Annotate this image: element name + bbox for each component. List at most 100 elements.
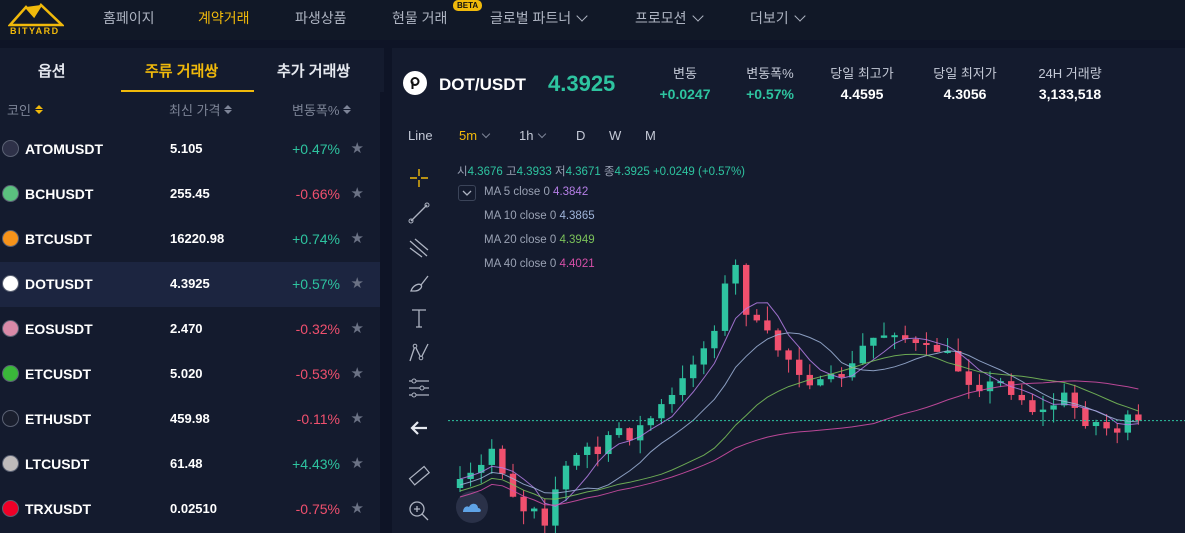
stat-low-label: 당일 최저가 [933, 66, 997, 81]
candle-body [912, 339, 919, 344]
nav-derivatives[interactable]: 파생상품 [295, 10, 347, 26]
trx-icon [2, 500, 19, 517]
brand-logo[interactable]: BITYARD [4, 0, 68, 40]
sort-icon [343, 105, 352, 114]
row-symbol: LTCUSDT [25, 456, 90, 472]
candle-body [827, 374, 835, 380]
favorite-star-icon[interactable]: ★ [350, 185, 364, 202]
ruler-icon[interactable] [404, 461, 434, 491]
candle-body [806, 374, 813, 386]
nav-contract[interactable]: 계약거래 [198, 10, 250, 26]
stat-volume: 24H 거래량 3,133,518 [1028, 63, 1112, 102]
favorite-star-icon[interactable]: ★ [350, 455, 364, 472]
stat-change-value: +0.0247 [659, 86, 711, 102]
candle-body [955, 350, 962, 372]
candlestick-chart[interactable] [392, 48, 1185, 533]
favorite-star-icon[interactable]: ★ [350, 320, 364, 337]
ohlc-close: 4.3925 [614, 166, 650, 178]
tf-m[interactable]: M [645, 128, 656, 143]
candle-body [1092, 422, 1100, 427]
market-row[interactable]: ETCUSDT 5.020 -0.53% ★ [0, 352, 380, 397]
tf-w[interactable]: W [609, 128, 622, 143]
market-row[interactable]: DOTUSDT 4.3925 +0.57% ★ [0, 262, 380, 307]
nav-more[interactable]: 더보기 [750, 8, 806, 28]
row-symbol: ETCUSDT [25, 366, 92, 382]
candle-body [785, 350, 792, 360]
candle-body [1071, 392, 1078, 408]
favorite-star-icon[interactable]: ★ [350, 500, 364, 517]
market-row[interactable]: TRXUSDT 0.02510 -0.75% ★ [0, 487, 380, 532]
list-scrollbar[interactable] [380, 92, 384, 533]
row-price: 4.3925 [170, 276, 210, 291]
fib-levels-icon[interactable] [404, 373, 434, 403]
candle-body [870, 337, 877, 346]
col-change[interactable]: 변동폭% [292, 100, 352, 119]
text-icon[interactable] [404, 303, 434, 333]
candle-body [573, 454, 580, 466]
ma-label: MA 10 close 0 [484, 210, 557, 222]
candle-body [478, 464, 485, 473]
stat-change: 변동 +0.0247 [650, 63, 720, 102]
candle-body [605, 435, 612, 455]
candle-body [838, 374, 845, 378]
market-row[interactable]: BTCUSDT 16220.98 +0.74% ★ [0, 217, 380, 262]
nav-partner[interactable]: 글로벌 파트너 [490, 8, 588, 28]
favorite-star-icon[interactable]: ★ [350, 365, 364, 382]
candle-body [1103, 422, 1110, 429]
tab-main-pairs[interactable]: 주류 거래쌍 [145, 63, 219, 80]
tf-d[interactable]: D [576, 128, 586, 143]
favorite-star-icon[interactable]: ★ [350, 140, 364, 157]
favorite-star-icon[interactable]: ★ [350, 410, 364, 427]
col-price[interactable]: 최신 가격 [169, 100, 233, 119]
nav-partner-label: 글로벌 파트너 [490, 10, 572, 26]
favorite-star-icon[interactable]: ★ [350, 275, 364, 292]
candle-body [944, 350, 951, 353]
candle-body [1039, 409, 1047, 413]
nav-home[interactable]: 홈페이지 [103, 10, 155, 26]
nav-promo[interactable]: 프로모션 [635, 8, 704, 28]
row-price: 5.020 [170, 366, 203, 381]
market-row[interactable]: ETHUSDT 459.98 -0.11% ★ [0, 397, 380, 442]
market-row[interactable]: LTCUSDT 61.48 +4.43% ★ [0, 442, 380, 487]
crosshair-icon[interactable] [404, 163, 434, 193]
arrow-left-icon[interactable] [404, 413, 434, 443]
candle-body [594, 446, 601, 455]
col-change-label: 변동폭% [292, 103, 340, 118]
candle-body [796, 359, 803, 375]
col-coin[interactable]: 코인 [7, 100, 43, 119]
row-symbol: BCHUSDT [25, 186, 94, 202]
collapse-legend-button[interactable] [458, 185, 476, 201]
candle-body [552, 489, 559, 526]
candle-body [499, 448, 506, 474]
ohlc-change: +0.0249 (+0.57%) [652, 166, 746, 178]
row-symbol: ETHUSDT [25, 411, 92, 427]
nav-spot[interactable]: 현물 거래 [392, 10, 448, 26]
tf-line[interactable]: Line [408, 128, 433, 143]
ma-label: MA 20 close 0 [484, 234, 557, 246]
trend-line-icon[interactable] [404, 198, 434, 228]
pitchfork-icon[interactable] [404, 233, 434, 263]
candle-body [976, 384, 983, 392]
market-row[interactable]: ATOMUSDT 5.105 +0.47% ★ [0, 127, 380, 172]
favorite-star-icon[interactable]: ★ [350, 230, 364, 247]
row-symbol: BTCUSDT [25, 231, 92, 247]
candle-body [647, 418, 654, 426]
tf-5m[interactable]: 5m [459, 128, 491, 143]
tab-added-pairs[interactable]: 추가 거래쌍 [277, 63, 351, 80]
pair-name: DOT/USDT [439, 75, 526, 94]
chevron-down-icon [462, 190, 472, 196]
market-row[interactable]: EOSUSDT 2.470 -0.32% ★ [0, 307, 380, 352]
pattern-icon[interactable] [404, 338, 434, 368]
stat-volume-label: 24H 거래량 [1038, 66, 1102, 81]
zoom-in-icon[interactable] [404, 496, 434, 526]
col-price-label: 최신 가격 [169, 103, 221, 118]
market-row[interactable]: BCHUSDT 255.45 -0.66% ★ [0, 172, 380, 217]
stat-pct: 변동폭% +0.57% [735, 63, 805, 102]
tab-options[interactable]: 옵션 [38, 63, 66, 80]
brush-icon[interactable] [404, 268, 434, 298]
row-symbol: DOTUSDT [25, 276, 93, 292]
nav-more-label: 더보기 [750, 10, 789, 26]
ohlc-low-label: 저 [554, 166, 566, 178]
tf-1h[interactable]: 1h [519, 128, 547, 143]
stat-low-value: 4.3056 [943, 86, 987, 102]
